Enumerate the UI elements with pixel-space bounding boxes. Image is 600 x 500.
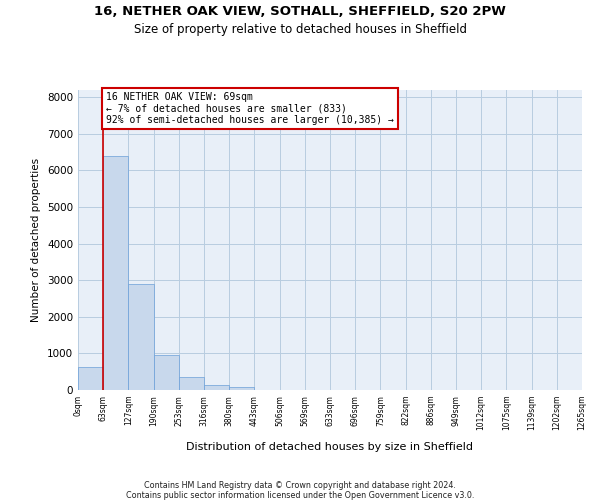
Text: Contains HM Land Registry data © Crown copyright and database right 2024.: Contains HM Land Registry data © Crown c…	[144, 481, 456, 490]
Text: Distribution of detached houses by size in Sheffield: Distribution of detached houses by size …	[187, 442, 473, 452]
Bar	[128, 284, 154, 390]
Y-axis label: Number of detached properties: Number of detached properties	[31, 158, 41, 322]
Text: 16 NETHER OAK VIEW: 69sqm
← 7% of detached houses are smaller (833)
92% of semi-: 16 NETHER OAK VIEW: 69sqm ← 7% of detach…	[106, 92, 394, 125]
Bar	[229, 388, 254, 390]
Text: Contains public sector information licensed under the Open Government Licence v3: Contains public sector information licen…	[126, 491, 474, 500]
Bar	[154, 355, 179, 390]
Text: Size of property relative to detached houses in Sheffield: Size of property relative to detached ho…	[133, 22, 467, 36]
Bar	[103, 156, 128, 390]
Text: 16, NETHER OAK VIEW, SOTHALL, SHEFFIELD, S20 2PW: 16, NETHER OAK VIEW, SOTHALL, SHEFFIELD,…	[94, 5, 506, 18]
Bar	[179, 377, 204, 390]
Bar	[78, 368, 103, 390]
Bar	[204, 385, 229, 390]
